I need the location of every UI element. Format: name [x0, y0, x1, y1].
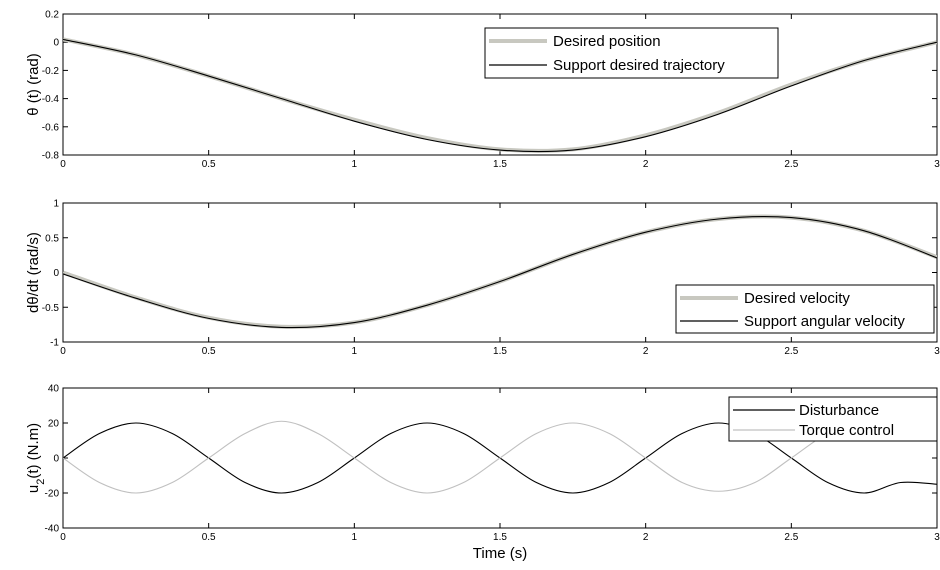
x-tick-label: 0.5 [202, 159, 216, 170]
y-tick-label: 0 [53, 268, 59, 279]
y-tick-label: 1 [53, 199, 59, 210]
x-tick-label: 0 [60, 532, 66, 543]
x-tick-label: 3 [934, 159, 940, 170]
legend-label: Desired velocity [744, 290, 850, 307]
y-tick-label: -1 [50, 338, 59, 349]
series-line-2 [63, 38, 937, 153]
x-tick-label: 1 [352, 346, 358, 357]
y-tick-label: -0.6 [42, 122, 60, 133]
y-axis-label: u2(t) (N.m) [25, 423, 47, 493]
x-tick-label: 0.5 [202, 532, 216, 543]
y-tick-label: -0.4 [42, 94, 60, 105]
legend: Desired position Support desired trajecto… [484, 27, 779, 79]
y-tick-label: -0.5 [42, 303, 60, 314]
legend-label: Support angular velocity [744, 313, 905, 330]
legend-label: Torque control [799, 422, 894, 439]
series-line-2 [63, 420, 937, 494]
y-tick-label: 0.5 [45, 233, 59, 244]
x-tick-label: 2 [643, 532, 649, 543]
legend-label: Desired position [553, 33, 661, 50]
x-tick-label: 3 [934, 346, 940, 357]
y-tick-label: -0.2 [42, 66, 60, 77]
x-tick-label: 0 [60, 159, 66, 170]
y-tick-label: 0 [53, 38, 59, 49]
x-tick-label: 2 [643, 346, 649, 357]
y-tick-label: 0 [53, 454, 59, 465]
legend: Disturbance Torque control [728, 396, 938, 442]
y-tick-label: 40 [48, 384, 60, 395]
series-line-2 [63, 215, 937, 329]
y-tick-label: -40 [45, 524, 60, 535]
legend-box [728, 396, 938, 442]
x-tick-label: 1 [352, 532, 358, 543]
x-tick-label: 2.5 [784, 159, 798, 170]
x-tick-label: 0 [60, 346, 66, 357]
legend-label: Support desired trajectory [553, 57, 725, 74]
x-tick-label: 2 [643, 159, 649, 170]
x-tick-label: 2.5 [784, 346, 798, 357]
y-axis-label: dθ/dt (rad/s) [25, 232, 42, 313]
y-tick-label: -0.8 [42, 151, 60, 162]
x-tick-label: 3 [934, 532, 940, 543]
legend-label: Disturbance [799, 402, 879, 419]
y-tick-label: 20 [48, 419, 60, 430]
x-axis-label: Time (s) [473, 545, 527, 562]
legend: Desired velocity Support angular velocity [675, 284, 935, 334]
x-tick-label: 1.5 [493, 346, 507, 357]
x-tick-label: 1.5 [493, 159, 507, 170]
x-tick-label: 1.5 [493, 532, 507, 543]
legend-box [675, 284, 935, 334]
chart-panel-3: 0 0.5 1 1.5 2 2.5 3 -40 -20 0 20 40 Disturbance Torqu… [25, 384, 940, 563]
x-tick-label: 0.5 [202, 346, 216, 357]
legend-box [484, 27, 779, 79]
y-tick-label: 0.2 [45, 10, 59, 21]
chart-panel-2: 0 0.5 1 1.5 2 2.5 3 -1 -0.5 0 0.5 1 Desired velocity… [25, 199, 940, 358]
y-axis-label: θ (t) (rad) [25, 53, 42, 116]
y-tick-label: -20 [45, 489, 60, 500]
x-tick-label: 1 [352, 159, 358, 170]
chart-panel-1: 0 0.5 1 1.5 2 2.5 3 -0.8 -0.6 -0.4 -0.2 0 0.2 Desired… [25, 10, 940, 171]
x-tick-label: 2.5 [784, 532, 798, 543]
